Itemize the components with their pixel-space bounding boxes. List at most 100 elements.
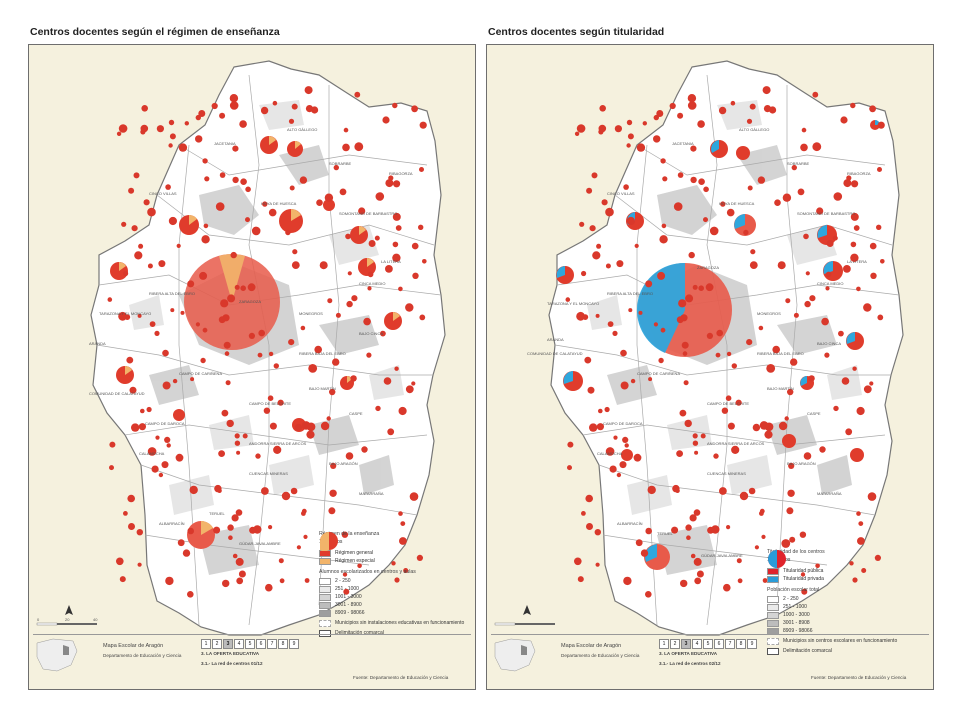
municipality-dot <box>689 514 697 522</box>
municipality-dot <box>319 261 328 270</box>
municipality-dot <box>202 158 208 164</box>
svg-text:TERUEL: TERUEL <box>209 511 226 516</box>
municipality-dot <box>222 579 230 588</box>
svg-text:MONEGROS: MONEGROS <box>757 311 781 316</box>
municipality-dot <box>238 570 246 578</box>
municipality-dot <box>291 103 298 110</box>
municipality-dot <box>411 105 418 113</box>
municipality-dot <box>595 313 600 318</box>
svg-text:RIBERA BAJA DEL EBRO: RIBERA BAJA DEL EBRO <box>299 351 346 356</box>
municipality-dot <box>128 523 135 530</box>
municipality-dot <box>162 381 171 390</box>
municipality-dot <box>869 381 874 386</box>
municipality-dot <box>853 225 860 231</box>
municipality-dot <box>624 443 629 448</box>
municipality-dot <box>195 322 200 327</box>
municipality-dot <box>709 226 719 236</box>
svg-text:ALTO GÁLLEGO: ALTO GÁLLEGO <box>739 127 769 132</box>
municipality-dot <box>118 311 127 321</box>
municipality-dot <box>614 125 622 133</box>
municipality-dot <box>645 280 653 288</box>
municipality-dot <box>591 172 598 179</box>
municipality-dot <box>245 186 251 193</box>
municipality-dot <box>226 419 234 428</box>
municipality-dot <box>698 285 704 291</box>
municipality-dot <box>375 405 381 412</box>
municipality-dot <box>245 217 250 223</box>
municipality-dot <box>772 345 780 354</box>
municipality-dot <box>330 462 337 469</box>
municipality-dot <box>789 536 796 543</box>
municipality-dot <box>687 101 697 110</box>
municipality-dot <box>229 101 239 110</box>
municipality-dot <box>833 405 839 412</box>
municipality-dot <box>801 127 807 133</box>
municipality-dot <box>134 251 143 260</box>
municipality-dot <box>787 388 794 396</box>
municipality-dot <box>158 472 164 478</box>
municipality-dot <box>711 525 720 534</box>
municipality-dot <box>215 202 225 211</box>
municipality-dot <box>195 135 203 143</box>
municipality-dot <box>203 223 209 229</box>
svg-text:ALBARRACÍN: ALBARRACÍN <box>159 521 185 526</box>
municipality-dot <box>669 102 676 110</box>
municipality-dot <box>324 193 334 202</box>
municipality-dot <box>683 380 689 386</box>
municipality-dot <box>826 240 834 247</box>
municipality-dot <box>394 366 399 371</box>
municipality-dot <box>419 167 424 172</box>
municipality-dot <box>235 509 243 516</box>
municipality-dot <box>677 112 684 119</box>
municipality-dot <box>585 494 593 503</box>
municipality-dot <box>109 441 116 448</box>
municipality-dot <box>137 313 142 318</box>
legend-pie-icon <box>768 550 786 568</box>
municipality-dot <box>660 327 666 333</box>
svg-text:CALAMOCHA: CALAMOCHA <box>139 451 165 456</box>
municipality-dot <box>116 557 124 566</box>
municipality-dot <box>131 423 140 432</box>
municipality-dot <box>255 453 261 459</box>
svg-text:CAMPO DE DAROCA: CAMPO DE DAROCA <box>603 421 643 426</box>
municipality-dot <box>412 272 419 279</box>
left-map-svg: JACETANIA ALTO GÁLLEGO SOBRARBE RIBAGORZ… <box>36 60 446 636</box>
municipality-dot <box>567 441 574 448</box>
municipality-dot <box>328 507 336 515</box>
municipality-dot <box>743 229 749 236</box>
municipality-dot <box>690 145 697 152</box>
svg-text:RIBERA ALTA DEL EBRO: RIBERA ALTA DEL EBRO <box>607 291 653 296</box>
municipality-dot <box>672 484 680 493</box>
municipality-dot <box>393 180 401 188</box>
legend-especial-swatch <box>319 557 331 565</box>
municipality-dot <box>172 378 178 384</box>
municipality-dot <box>626 119 633 126</box>
municipality-dot <box>833 192 843 201</box>
municipality-dot <box>694 450 699 455</box>
municipality-dot <box>405 303 414 312</box>
municipality-dot <box>339 188 347 196</box>
municipality-dot <box>658 357 664 364</box>
svg-text:CALAMOCHA: CALAMOCHA <box>597 451 623 456</box>
municipality-dot <box>750 249 756 255</box>
municipality-dot <box>876 224 882 230</box>
municipality-dot <box>168 143 173 148</box>
municipality-dot <box>403 568 409 573</box>
municipality-dot <box>804 300 811 308</box>
municipality-dot <box>232 553 238 559</box>
municipality-dot <box>366 352 372 358</box>
municipality-dot <box>686 535 691 540</box>
municipality-dot <box>727 422 735 430</box>
municipality-dot <box>187 527 194 535</box>
municipality-dot <box>759 511 764 516</box>
right-map-panel: Centros docentes según titularidad <box>486 26 934 690</box>
municipality-dot <box>165 184 171 190</box>
municipality-dot <box>596 423 604 431</box>
municipality-dot <box>647 485 656 495</box>
municipality-dot <box>387 428 395 436</box>
municipality-dot <box>758 325 764 331</box>
municipality-dot <box>189 485 198 495</box>
municipality-dot <box>320 421 330 431</box>
